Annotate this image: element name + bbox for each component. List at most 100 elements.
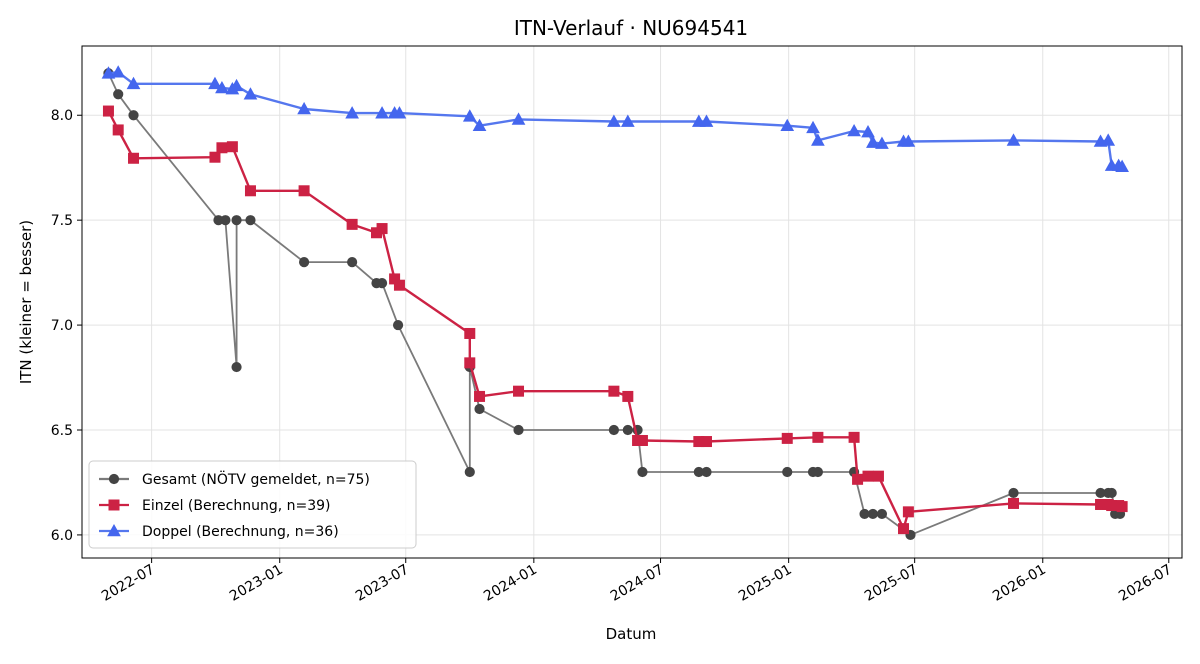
data-point (111, 65, 126, 78)
legend-marker (108, 473, 120, 485)
data-point (867, 508, 878, 520)
data-point (231, 361, 242, 373)
data-point (102, 105, 114, 117)
data-point (128, 110, 139, 121)
data-point (226, 141, 238, 153)
data-point (376, 278, 388, 289)
data-point (866, 135, 880, 148)
data-point (1115, 159, 1129, 172)
data-point (780, 118, 795, 132)
data-point (208, 76, 222, 90)
series-circle (103, 68, 1126, 541)
x-axis-label: Datum (606, 625, 657, 643)
legend-item: Einzel (Berechnung, n=39) (99, 498, 331, 514)
data-point (128, 152, 140, 164)
data-point (1008, 487, 1019, 499)
legend-item: Gesamt (NÖTV gemeldet, n=75) (99, 470, 370, 488)
data-point (700, 436, 712, 448)
data-point (811, 133, 825, 146)
data-point (345, 106, 359, 119)
data-point (245, 215, 256, 226)
y-tick-label: 6.5 (51, 423, 73, 439)
data-point (244, 185, 256, 197)
data-point (209, 151, 221, 163)
series-layer (101, 65, 1129, 541)
data-point (112, 124, 124, 136)
data-point (298, 257, 310, 268)
grid-layer (82, 46, 1182, 558)
data-point (898, 523, 910, 535)
data-point (474, 403, 485, 415)
data-point (513, 424, 524, 436)
data-point (872, 470, 884, 482)
data-point (781, 432, 793, 444)
data-point (812, 466, 823, 478)
data-point (859, 508, 870, 520)
data-point (901, 134, 916, 147)
data-point (464, 327, 476, 339)
data-point (852, 473, 864, 485)
data-point (375, 106, 389, 119)
data-point (101, 66, 116, 79)
data-point (848, 431, 860, 443)
data-point (902, 506, 914, 518)
data-point (297, 101, 311, 115)
data-point (608, 424, 619, 436)
data-point (637, 466, 648, 478)
legend-box (88, 460, 417, 549)
data-point (1006, 133, 1021, 146)
legend-label: Gesamt (NÖTV gemeldet, n=75) (142, 470, 370, 488)
legend-marker (108, 499, 120, 511)
data-point (392, 106, 407, 119)
y-tick-label: 7.5 (51, 213, 73, 229)
data-point (1106, 487, 1117, 499)
data-point (608, 385, 620, 397)
data-point (1101, 133, 1116, 146)
data-point (511, 112, 526, 125)
data-point (220, 215, 231, 226)
data-point (620, 114, 635, 127)
y-axis-label: ITN (kleiner = besser) (17, 220, 35, 384)
data-point (393, 279, 405, 291)
data-point (392, 319, 404, 331)
data-point (347, 257, 358, 268)
data-point (298, 185, 310, 197)
data-point (464, 466, 475, 478)
data-point (812, 431, 824, 443)
series-square (102, 105, 1128, 535)
data-point (699, 114, 714, 127)
legend-label: Doppel (Berechnung, n=36) (142, 524, 339, 540)
data-point (346, 218, 358, 230)
data-point (513, 385, 525, 397)
data-point (231, 215, 242, 226)
data-point (376, 223, 388, 235)
data-point (636, 434, 648, 446)
data-point (113, 89, 124, 100)
y-tick-label: 7.0 (51, 318, 73, 334)
data-point (622, 424, 633, 436)
data-point (875, 136, 889, 149)
legend: Gesamt (NÖTV gemeldet, n=75) Einzel (Bere… (88, 460, 417, 549)
data-point (861, 125, 875, 138)
data-point (464, 357, 476, 369)
data-point (229, 78, 244, 92)
data-point (876, 508, 888, 520)
data-point (472, 118, 487, 132)
data-point (474, 390, 486, 402)
legend-item: Doppel (Berechnung, n=36) (99, 523, 339, 540)
data-point (847, 123, 861, 137)
data-point (462, 109, 477, 122)
data-point (1116, 501, 1128, 513)
data-point (607, 114, 621, 127)
data-point (215, 80, 229, 94)
legend-marker (107, 523, 121, 537)
legend-label: Einzel (Berechnung, n=39) (142, 498, 331, 514)
chart-title: ITN-Verlauf · NU694541 (514, 16, 748, 40)
data-point (862, 470, 874, 482)
data-point (216, 142, 228, 154)
data-point (1008, 497, 1020, 509)
plot-frame (81, 45, 1183, 559)
data-point (622, 390, 634, 402)
